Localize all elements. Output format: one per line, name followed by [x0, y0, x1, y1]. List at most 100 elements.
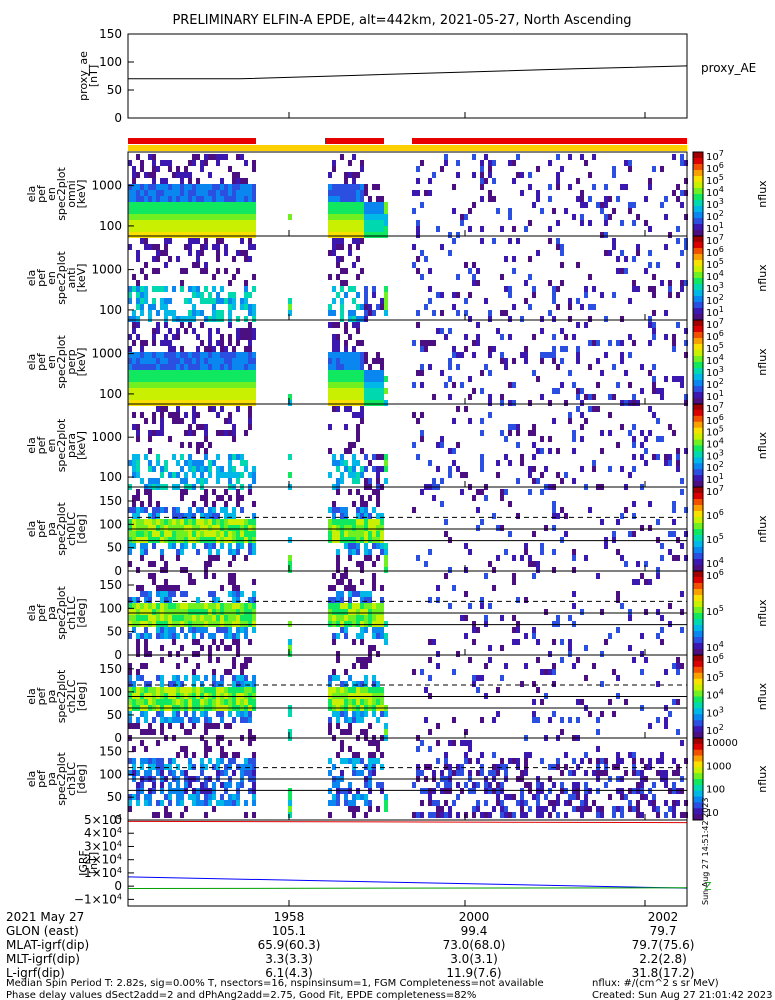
- heatmap-cell: [676, 262, 680, 268]
- heatmap-cell: [196, 794, 200, 800]
- heatmap-cell: [660, 770, 664, 776]
- heatmap-cell: [148, 633, 152, 639]
- heatmap-cell: [248, 358, 252, 364]
- heatmap-cell: [352, 346, 356, 352]
- heatmap-cell: [352, 220, 356, 226]
- heatmap-cell: [128, 298, 132, 304]
- panel-ylabel: [deg]: [75, 764, 88, 793]
- heatmap-cell: [236, 364, 240, 370]
- heatmap-cell: [140, 304, 144, 310]
- heatmap-cell: [164, 244, 168, 250]
- heatmap-cell: [144, 645, 148, 651]
- heatmap-cell: [176, 507, 180, 513]
- heatmap-cell: [516, 478, 520, 484]
- heatmap-cell: [152, 244, 156, 250]
- heatmap-cell: [164, 196, 168, 202]
- heatmap-cell: [552, 316, 556, 322]
- heatmap-cell: [344, 543, 348, 549]
- heatmap-cell: [524, 549, 528, 555]
- heatmap-cell: [148, 388, 152, 394]
- heatmap-cell: [204, 466, 208, 472]
- heatmap-cell: [648, 406, 652, 412]
- heatmap-cell: [136, 519, 140, 525]
- heatmap-cell: [528, 806, 532, 812]
- heatmap-cell: [352, 537, 356, 543]
- heatmap-cell: [652, 334, 656, 340]
- heatmap-cell: [584, 788, 588, 794]
- heatmap-cell: [556, 364, 560, 370]
- heatmap-cell: [216, 208, 220, 214]
- heatmap-cell: [352, 370, 356, 376]
- heatmap-cell: [416, 268, 420, 274]
- heatmap-cell: [132, 412, 136, 418]
- heatmap-cell: [668, 232, 672, 238]
- heatmap-cell: [220, 621, 224, 627]
- heatmap-cell: [184, 752, 188, 758]
- heatmap-cell: [456, 651, 460, 657]
- heatmap-cell: [552, 639, 556, 645]
- heatmap-cell: [164, 460, 168, 466]
- heatmap-cell: [336, 460, 340, 466]
- heatmap-cell: [196, 549, 200, 555]
- heatmap-cell: [192, 226, 196, 232]
- panel-ylabel: spec2plot: [55, 418, 68, 472]
- heatmap-cell: [244, 202, 248, 208]
- heatmap-cell: [588, 788, 592, 794]
- heatmap-cell: [364, 214, 368, 220]
- footer-line-1: Median Spin Period T: 2.82s, sig=0.00% T…: [6, 978, 544, 989]
- heatmap-cell: [204, 184, 208, 190]
- heatmap-cell: [540, 669, 544, 675]
- heatmap-cell: [232, 657, 236, 663]
- heatmap-cell: [180, 382, 184, 388]
- heatmap-cell: [156, 501, 160, 507]
- heatmap-cell: [584, 322, 588, 328]
- heatmap-cell: [632, 454, 636, 460]
- heatmap-cell: [224, 788, 228, 794]
- heatmap-cell: [508, 292, 512, 298]
- heatmap-cell: [204, 609, 208, 615]
- heatmap-cell: [364, 597, 368, 603]
- heatmap-cell: [220, 184, 224, 190]
- heatmap-cell: [644, 460, 648, 466]
- heatmap-cell: [368, 699, 372, 705]
- heatmap-cell: [140, 758, 144, 764]
- heatmap-cell: [348, 603, 352, 609]
- heatmap-cell: [176, 190, 180, 196]
- heatmap-cell: [176, 400, 180, 406]
- heatmap-cell: [352, 549, 356, 555]
- heatmap-cell: [644, 220, 648, 226]
- heatmap-cell: [520, 812, 524, 818]
- heatmap-cell: [132, 178, 136, 184]
- heatmap-cell: [360, 268, 364, 274]
- heatmap-cell: [172, 190, 176, 196]
- heatmap-cell: [640, 782, 644, 788]
- heatmap-cell: [352, 711, 356, 717]
- heatmap-cell: [640, 794, 644, 800]
- heatmap-cell: [144, 621, 148, 627]
- heatmap-cell: [216, 615, 220, 621]
- xaxis-value: 3.3(3.3): [265, 952, 313, 966]
- heatmap-cell: [212, 507, 216, 513]
- heatmap-cell: [596, 758, 600, 764]
- heatmap-cell: [144, 262, 148, 268]
- heatmap-cell: [532, 794, 536, 800]
- heatmap-cell: [436, 442, 440, 448]
- heatmap-cell: [516, 639, 520, 645]
- heatmap-cell: [412, 442, 416, 448]
- heatmap-cell: [252, 472, 256, 478]
- heatmap-cell: [168, 609, 172, 615]
- heatmap-cell: [344, 364, 348, 370]
- heatmap-cell: [136, 298, 140, 304]
- heatmap-cell: [344, 717, 348, 723]
- heatmap-cell: [252, 543, 256, 549]
- heatmap-cell: [504, 310, 508, 316]
- heatmap-cell: [360, 531, 364, 537]
- heatmap-cell: [128, 723, 132, 729]
- heatmap-cell: [480, 597, 484, 603]
- heatmap-cell: [168, 352, 172, 358]
- heatmap-cell: [488, 412, 492, 418]
- ytick-label: 4×104: [84, 826, 122, 840]
- panel-ylabel: pef: [35, 184, 48, 203]
- heatmap-cell: [372, 232, 376, 238]
- heatmap-cell: [248, 226, 252, 232]
